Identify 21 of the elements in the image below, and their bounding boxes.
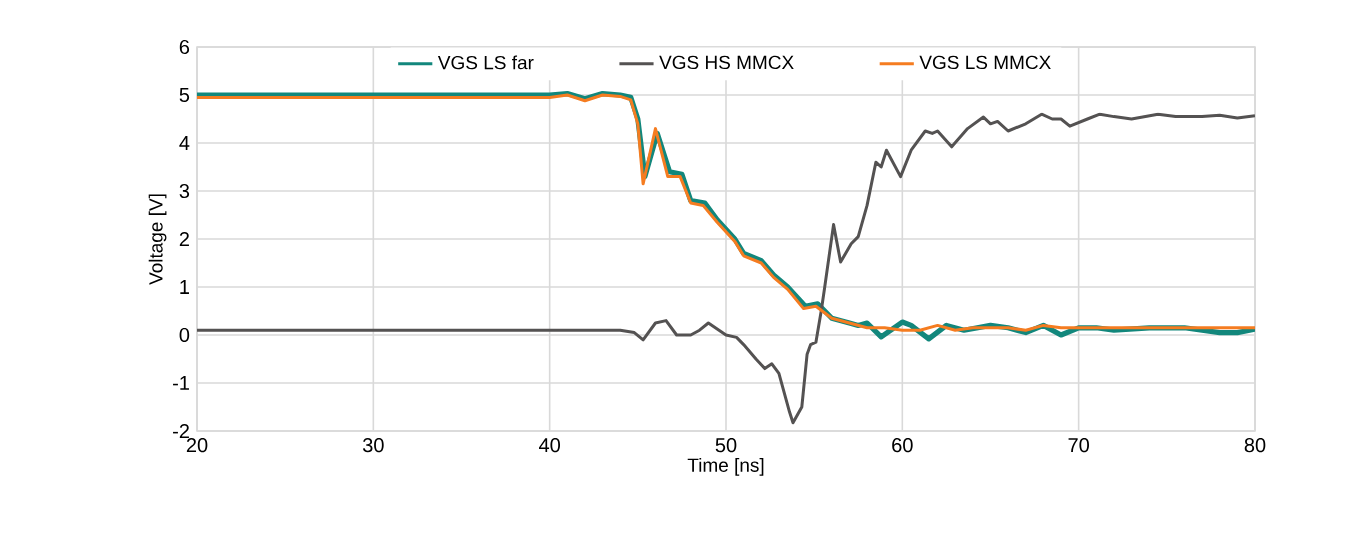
y-tick-label: -2 — [173, 424, 189, 438]
x-tick-label: 80 — [1244, 438, 1266, 453]
y-tick-label: -1 — [173, 376, 189, 390]
x-tick-label: 40 — [539, 438, 561, 453]
y-tick-label: 6 — [179, 39, 190, 55]
x-tick-label: 50 — [715, 438, 737, 453]
y-axis-title: Voltage [V] — [148, 194, 167, 285]
y-tick-label: 5 — [179, 88, 190, 102]
x-tick-label: 30 — [362, 438, 384, 453]
y-tick-label: 1 — [180, 280, 189, 294]
x-tick-label: 70 — [1068, 438, 1089, 453]
y-tick-label: 2 — [179, 232, 189, 246]
x-tick-label: 20 — [186, 438, 208, 453]
legend-label: VGS LS far — [437, 55, 534, 70]
x-tick-label: 60 — [892, 438, 913, 453]
y-tick-label: 4 — [179, 136, 190, 150]
legend-label: VGS HS MMCX — [659, 55, 794, 70]
legend-label: VGS LS MMCX — [919, 55, 1051, 70]
y-tick-label: 3 — [179, 183, 190, 199]
y-tick-label: 0 — [179, 327, 190, 343]
x-axis-title: Time [ns] — [687, 457, 764, 476]
